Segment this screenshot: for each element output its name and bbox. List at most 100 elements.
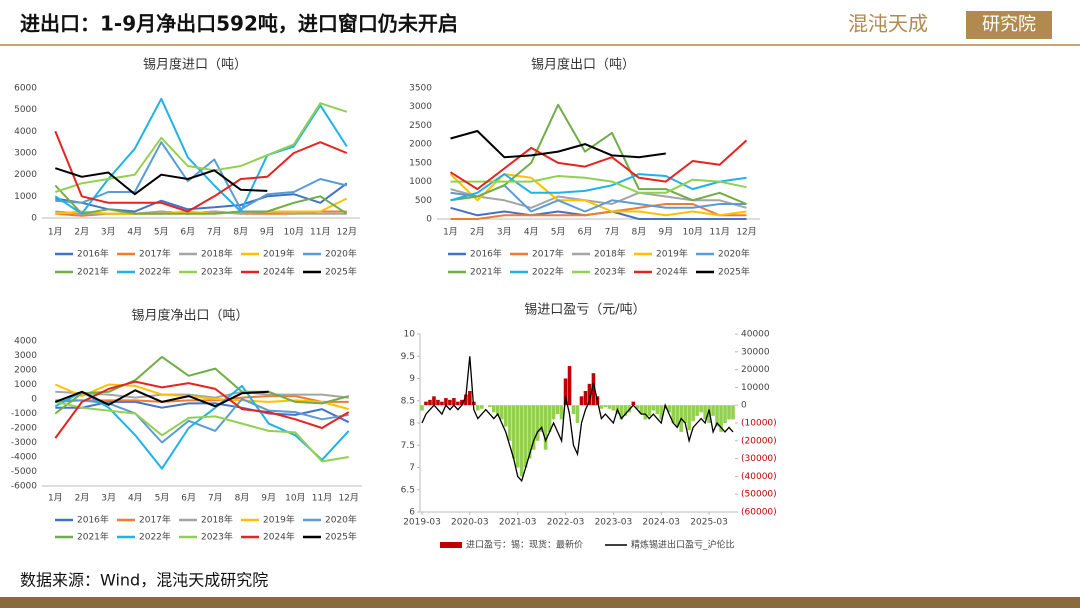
- legend-label: 2016年: [77, 514, 109, 526]
- bar: [599, 405, 604, 409]
- bar: [611, 405, 616, 411]
- source: 数据来源：Wind，混沌天成研究院: [20, 571, 268, 590]
- y-tick-label: 9.5: [401, 352, 415, 362]
- y-tick-label: 1000: [409, 177, 432, 187]
- y2-tick-label: (60000): [741, 508, 777, 518]
- bar: [567, 366, 572, 406]
- bar: [591, 373, 596, 406]
- y-tick-label: -6000: [11, 482, 37, 492]
- bar: [715, 405, 719, 427]
- bar: [428, 399, 432, 406]
- legend-label: 2025年: [325, 531, 357, 543]
- y-tick-label: 2500: [409, 121, 432, 131]
- bar: [687, 405, 691, 431]
- x-tick-label: 8月: [233, 227, 248, 238]
- bar: [547, 405, 552, 432]
- bar: [487, 405, 492, 407]
- legend-label: 2016年: [470, 248, 502, 260]
- y-tick-label: 2000: [14, 366, 37, 376]
- bar: [647, 405, 652, 416]
- y-tick-label: 9: [409, 374, 415, 384]
- bar: [667, 405, 672, 413]
- bar: [531, 405, 536, 450]
- bar: [631, 401, 636, 406]
- series-line: [55, 400, 350, 424]
- bar: [495, 405, 500, 416]
- bar: [424, 401, 428, 406]
- bar: [555, 405, 560, 415]
- legend-label: 2018年: [594, 248, 626, 260]
- y2-tick-label: (20000): [741, 436, 777, 446]
- y-tick-label: 3000: [14, 351, 37, 361]
- y2-tick-label: 20000: [741, 365, 770, 375]
- x-tick-label: 8月: [235, 493, 250, 504]
- x-tick-label: 2019-03: [403, 518, 441, 528]
- footer-bar: [0, 597, 1080, 608]
- bar: [420, 405, 424, 411]
- y2-tick-label: (50000): [741, 490, 777, 500]
- legend-label: 2019年: [263, 514, 295, 526]
- y-tick-label: -5000: [11, 467, 37, 477]
- legend-label: 2024年: [263, 531, 295, 543]
- bar: [444, 398, 448, 406]
- y-tick-label: 7: [409, 463, 415, 473]
- bar: [559, 405, 564, 420]
- x-tick-label: 6月: [180, 227, 195, 238]
- y-tick-label: 6000: [14, 84, 37, 94]
- bar: [711, 405, 715, 416]
- y-tick-label: -4000: [11, 453, 37, 463]
- bar: [535, 405, 540, 441]
- legend-label: 2017年: [532, 248, 564, 260]
- y-tick-label: 7.5: [401, 441, 415, 451]
- bar: [719, 405, 723, 432]
- legend-label: 2023年: [201, 531, 233, 543]
- series-line: [55, 390, 349, 399]
- series-line: [55, 398, 349, 444]
- y-tick-label: 8: [409, 419, 415, 429]
- series-line: [55, 141, 348, 211]
- x-tick-label: 5月: [551, 227, 566, 238]
- x-tick-label: 5月: [154, 227, 169, 238]
- legend-label: 2022年: [139, 266, 171, 278]
- legend-label: 进口盈亏：锡：现货：最新价: [466, 539, 583, 551]
- x-tick-label: 10月: [285, 493, 305, 504]
- legend-label: 2019年: [263, 248, 295, 260]
- bar: [583, 390, 588, 406]
- x-tick-label: 4月: [524, 227, 539, 238]
- legend-label: 2018年: [201, 514, 233, 526]
- x-tick-label: 5月: [155, 493, 170, 504]
- x-tick-label: 12月: [736, 227, 756, 238]
- x-tick-label: 3月: [101, 493, 116, 504]
- x-tick-label: 11月: [709, 227, 729, 238]
- x-tick-label: 11月: [310, 227, 330, 238]
- legend-label: 2025年: [325, 266, 357, 278]
- legend-label: 2022年: [139, 531, 171, 543]
- series-line: [55, 400, 349, 463]
- x-tick-label: 8月: [632, 227, 647, 238]
- legend-label: 2023年: [594, 266, 626, 278]
- x-tick-label: 7月: [208, 493, 223, 504]
- bar: [511, 405, 516, 459]
- y-tick-label: -1000: [11, 409, 37, 419]
- legend-label: 2017年: [139, 514, 171, 526]
- y2-tick-label: (30000): [741, 454, 777, 464]
- logo-box-text: 研究院: [982, 14, 1036, 35]
- bar: [731, 405, 735, 420]
- series-line: [450, 173, 747, 202]
- series-line: [450, 203, 747, 220]
- bar: [523, 405, 528, 468]
- x-tick-label: 2025-03: [690, 518, 728, 528]
- x-tick-label: 10月: [682, 227, 702, 238]
- logo: 混沌天成: [848, 12, 928, 36]
- bar: [480, 405, 484, 409]
- bar: [476, 405, 480, 411]
- y-tick-label: 0: [31, 395, 37, 405]
- x-tick-label: 2月: [470, 227, 485, 238]
- bar: [551, 405, 556, 420]
- x-tick-label: 1月: [48, 227, 63, 238]
- bar: [619, 405, 624, 420]
- bar: [503, 405, 508, 427]
- legend-label: 2023年: [201, 266, 233, 278]
- legend-swatch: [440, 542, 462, 548]
- chart-title: 锡进口盈亏（元/吨）: [524, 303, 645, 318]
